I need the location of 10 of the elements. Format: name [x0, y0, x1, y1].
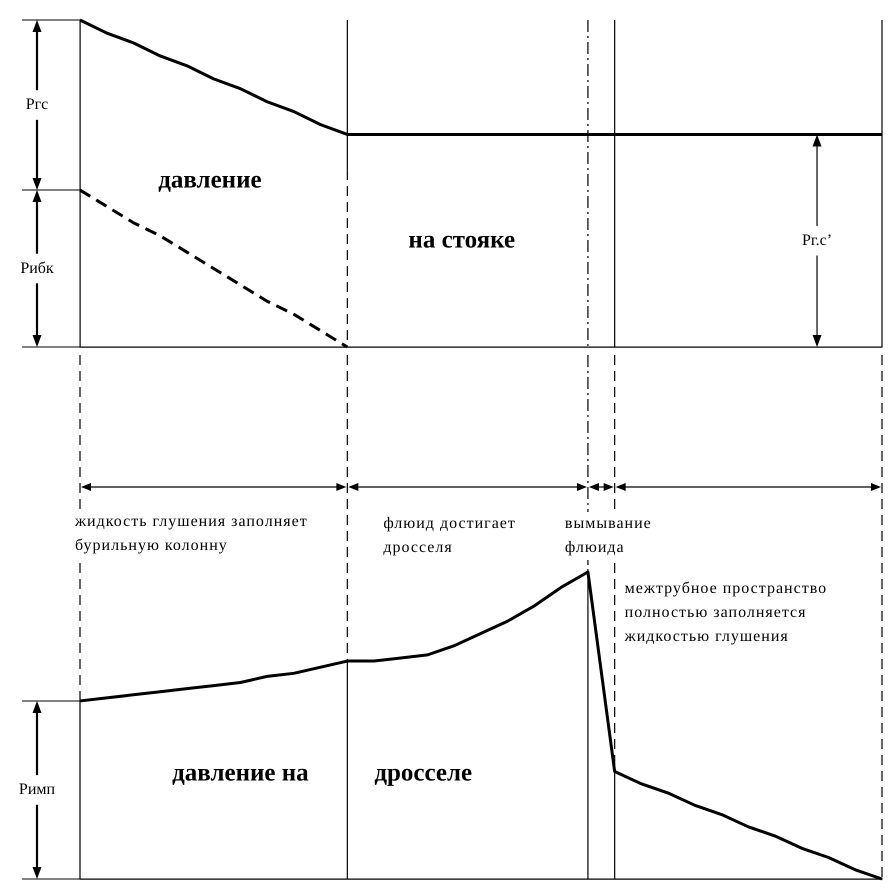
text: жидкость глушения заполняет бурильную колонну: [75, 510, 337, 558]
text: Ргс: [26, 96, 48, 114]
chart-title: давление на стояке: [158, 166, 516, 254]
text: флюид достигает дросселя: [383, 512, 544, 560]
text: Рибк: [20, 260, 54, 278]
annotation: межтрубное пространство полностью заполняется жидкостью глушения: [624, 577, 847, 649]
chart-title: давление на дросселе: [172, 759, 472, 786]
text: Римп: [18, 781, 56, 799]
text: вымывание флюида: [564, 512, 665, 560]
annotation: Рг.с’: [802, 232, 832, 250]
